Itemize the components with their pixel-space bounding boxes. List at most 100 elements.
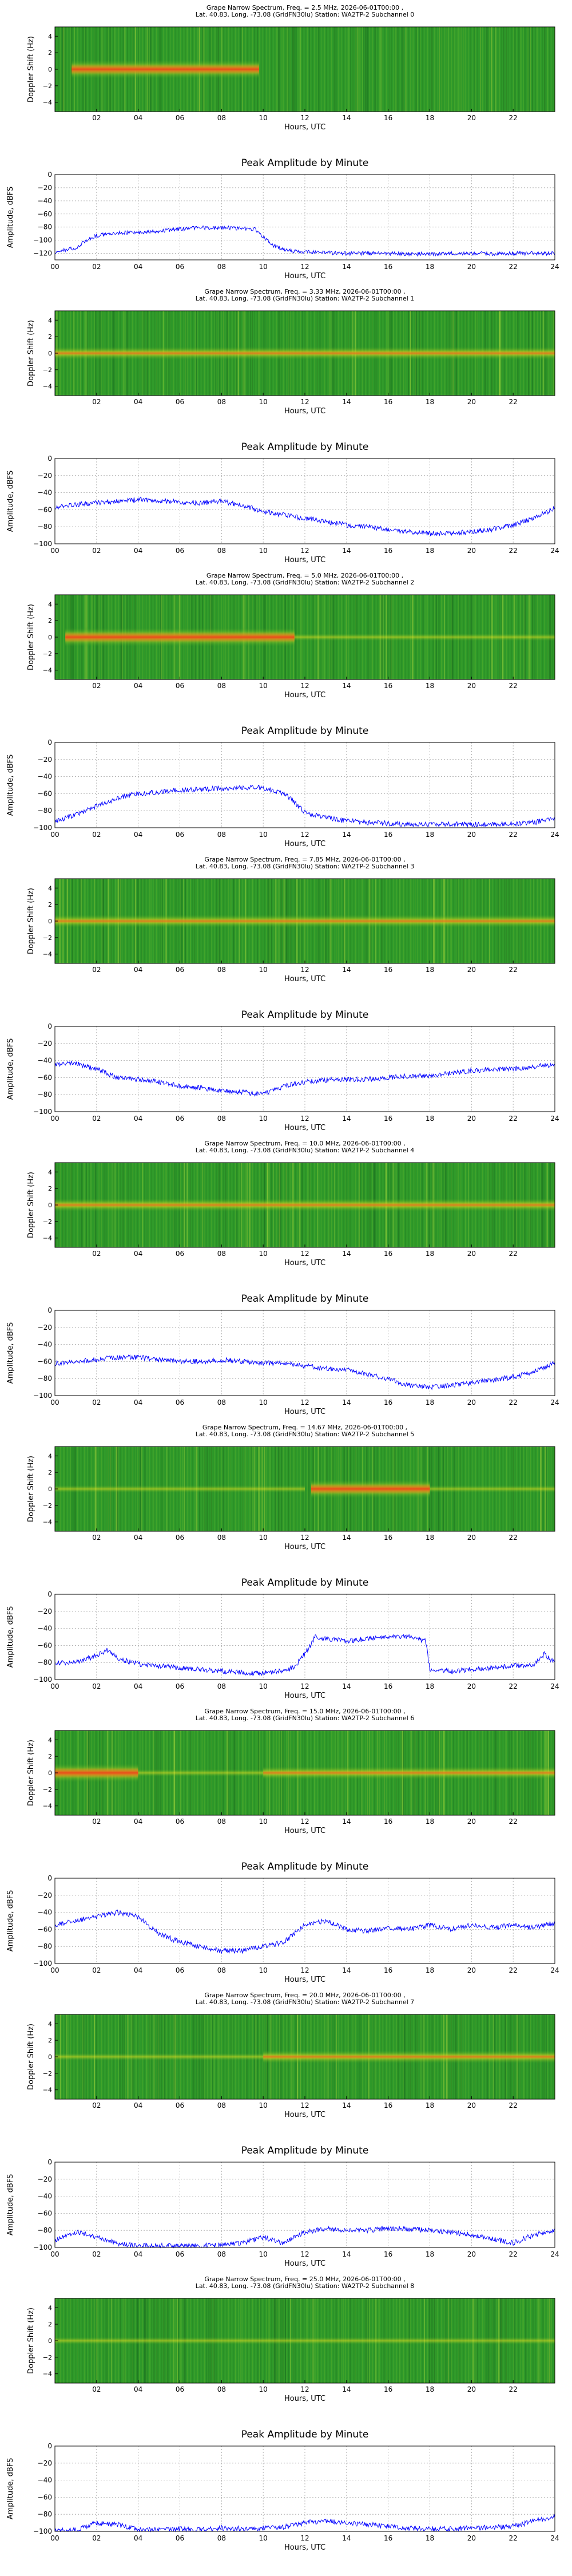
spectrogram-xtick-label: 14 <box>342 966 351 974</box>
amplitude-xtick-label: 10 <box>259 2534 268 2542</box>
spectrogram-xtick-label: 18 <box>426 398 434 406</box>
spectrogram-xtick-label: 10 <box>259 682 268 690</box>
amplitude-xtick-label: 02 <box>92 263 101 271</box>
amplitude-ylabel: Amplitude, dBFS <box>6 1606 15 1668</box>
amplitude-xtick-label: 22 <box>509 1966 518 1974</box>
spectrogram-xtick-label: 12 <box>300 966 309 974</box>
spectrogram-xtick-label: 04 <box>134 1250 142 1258</box>
spectrogram-xlabel: Hours, UTC <box>284 1543 325 1551</box>
spectrogram-xtick-label: 02 <box>92 114 101 122</box>
spectrogram-xtick-label: 04 <box>134 398 142 406</box>
amplitude-ylabel: Amplitude, dBFS <box>6 187 15 248</box>
amplitude-ytick-label: −80 <box>38 1942 52 1950</box>
amplitude-xtick-label: 20 <box>467 547 476 555</box>
amplitude-xtick-label: 00 <box>50 1682 59 1690</box>
amplitude-xtick-label: 08 <box>217 547 226 555</box>
spectrogram-ytick-label: −2 <box>43 650 52 658</box>
spectrogram-streak <box>529 27 531 112</box>
amplitude-xtick-label: 24 <box>550 1682 559 1690</box>
spectrogram-xlabel: Hours, UTC <box>284 123 325 132</box>
amplitude-xtick-label: 08 <box>217 1682 226 1690</box>
spectrogram-streak <box>456 27 458 112</box>
spectrogram-title: Grape Narrow Spectrum, Freq. = 2.5 MHz, … <box>206 4 403 11</box>
amplitude-ytick-label: −20 <box>38 472 52 480</box>
spectrogram-xtick-label: 20 <box>467 114 476 122</box>
amplitude-title: Peak Amplitude by Minute <box>241 1009 369 1021</box>
amplitude-xtick-label: 24 <box>550 1115 559 1123</box>
spectrogram-xtick-label: 04 <box>134 2385 142 2393</box>
amplitude-plot-area <box>55 742 555 828</box>
amplitude-xtick-label: 04 <box>134 2250 142 2258</box>
spectrogram-ytick-label: 4 <box>48 2020 52 2028</box>
spectrogram-ytick-label: 4 <box>48 1168 52 1176</box>
amplitude-xtick-label: 14 <box>342 831 351 839</box>
spectrogram-xlabel: Hours, UTC <box>284 2395 325 2403</box>
amplitude-xlabel: Hours, UTC <box>284 840 325 848</box>
spectrogram-ytick-label: 0 <box>48 66 52 73</box>
spectrogram-streak <box>403 27 404 112</box>
spectrogram-title: Grape Narrow Spectrum, Freq. = 14.67 MHz… <box>202 1424 407 1431</box>
amplitude-xtick-label: 06 <box>176 1398 184 1406</box>
amplitude-xtick-label: 22 <box>509 2534 518 2542</box>
spectrogram-ytick-label: 4 <box>48 33 52 40</box>
spectrogram-streak <box>419 27 420 112</box>
spectrogram-streak <box>352 27 353 112</box>
spectrogram-streak <box>357 27 359 112</box>
spectrogram-xtick-label: 04 <box>134 682 142 690</box>
amplitude-xtick-label: 04 <box>134 2534 142 2542</box>
amplitude-ytick-label: −20 <box>38 2459 52 2467</box>
doppler-core <box>65 632 295 642</box>
amplitude-panel: Peak Amplitude by Minute 0 −20 −40 −60 −80 −10… <box>6 2145 559 2268</box>
amplitude-xtick-label: 08 <box>217 1398 226 1406</box>
amplitude-xtick-label: 14 <box>342 1682 351 1690</box>
amplitude-panel: Peak Amplitude by Minute 0 −20 −40 −60 −80 −10… <box>6 157 559 280</box>
spectrogram-ytick-label: −4 <box>43 1235 52 1242</box>
spectrogram-streak <box>412 27 414 112</box>
amplitude-xtick-label: 10 <box>259 1398 268 1406</box>
amplitude-ytick-label: −40 <box>38 197 52 205</box>
spectrogram-xtick-label: 06 <box>176 2101 184 2109</box>
amplitude-ytick-label: −40 <box>38 1625 52 1633</box>
spectrogram-streak <box>296 27 297 112</box>
spectrogram-xtick-label: 18 <box>426 966 434 974</box>
doppler-core <box>55 919 555 923</box>
amplitude-series-line <box>54 1909 555 1954</box>
spectrogram-xtick-label: 02 <box>92 1818 101 1826</box>
spectrogram-xtick-label: 20 <box>467 966 476 974</box>
spectrogram-streak <box>355 27 356 112</box>
amplitude-xtick-label: 22 <box>509 547 518 555</box>
spectrogram-panel: Grape Narrow Spectrum, Freq. = 10.0 MHz,… <box>27 1140 555 1267</box>
amplitude-xtick-label: 20 <box>467 2534 476 2542</box>
amplitude-xlabel: Hours, UTC <box>284 1976 325 1984</box>
amplitude-ytick-label: −60 <box>38 1073 52 1081</box>
spectrogram-xtick-label: 06 <box>176 398 184 406</box>
spectrogram-streak <box>514 27 516 112</box>
spectrogram-ytick-label: 4 <box>48 317 52 324</box>
spectrogram-xtick-label: 22 <box>509 1250 518 1258</box>
amplitude-ytick-label: −60 <box>38 505 52 513</box>
amplitude-ytick-label: −20 <box>38 1323 52 1332</box>
spectrogram-streak <box>491 27 492 112</box>
spectrogram-subtitle: Lat. 40.83, Long. -73.08 (GridFN30lu) St… <box>196 1431 415 1438</box>
amplitude-xtick-label: 14 <box>342 1398 351 1406</box>
amplitude-frame <box>54 1026 555 1112</box>
amplitude-xtick-label: 22 <box>509 1115 518 1123</box>
amplitude-xtick-label: 18 <box>426 547 434 555</box>
spectrogram-streak <box>363 27 364 112</box>
spectrogram-ytick-label: −2 <box>43 1786 52 1793</box>
spectrogram-xtick-label: 14 <box>342 682 351 690</box>
amplitude-xtick-label: 12 <box>300 1398 309 1406</box>
spectrogram-xtick-label: 14 <box>342 2101 351 2109</box>
amplitude-frame <box>54 458 555 544</box>
amplitude-frame <box>54 2162 555 2248</box>
amplitude-xtick-label: 24 <box>550 1398 559 1406</box>
spectrogram-xtick-label: 14 <box>342 114 351 122</box>
amplitude-xtick-label: 16 <box>384 1398 392 1406</box>
amplitude-ytick-label: −20 <box>38 2175 52 2183</box>
amplitude-xtick-label: 10 <box>259 263 268 271</box>
spectrogram-ytick-label: −4 <box>43 99 52 106</box>
amplitude-xtick-label: 12 <box>300 1682 309 1690</box>
doppler-core <box>55 1768 138 1778</box>
amplitude-frame <box>54 174 555 260</box>
doppler-band <box>55 2337 555 2345</box>
